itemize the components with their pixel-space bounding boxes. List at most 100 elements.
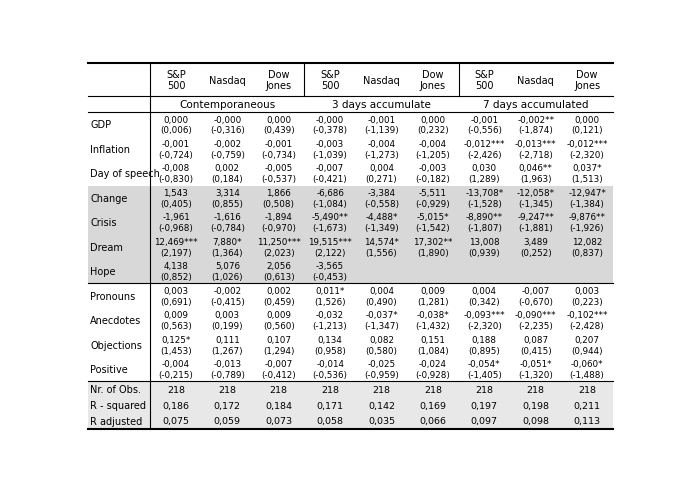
Text: 0,066: 0,066 <box>419 417 447 425</box>
Text: 0,058: 0,058 <box>316 417 344 425</box>
Text: (-1,881): (-1,881) <box>518 224 553 233</box>
Text: Crisis: Crisis <box>90 218 117 228</box>
Text: -0,000: -0,000 <box>316 115 344 124</box>
Text: (-0,453): (-0,453) <box>312 272 348 282</box>
Text: -0,013***: -0,013*** <box>515 140 557 149</box>
Text: Hope: Hope <box>90 267 115 277</box>
Text: -0,012***: -0,012*** <box>464 140 505 149</box>
Text: 0,087: 0,087 <box>523 335 548 344</box>
Text: -6,686: -6,686 <box>316 189 344 197</box>
Text: (-0,556): (-0,556) <box>466 126 502 135</box>
Text: (0,855): (0,855) <box>211 199 243 208</box>
Text: (0,459): (0,459) <box>263 297 295 306</box>
Text: 0,125*: 0,125* <box>161 335 191 344</box>
Text: 0,142: 0,142 <box>368 401 395 410</box>
Text: (0,563): (0,563) <box>160 321 192 331</box>
Text: 0,169: 0,169 <box>419 401 447 410</box>
Text: -1,894: -1,894 <box>265 213 293 222</box>
Bar <box>88 259 612 284</box>
Text: Change: Change <box>90 194 128 203</box>
Text: (0,232): (0,232) <box>417 126 449 135</box>
Text: Dream: Dream <box>90 242 123 252</box>
Text: (-1,542): (-1,542) <box>415 224 450 233</box>
Text: 0,003: 0,003 <box>164 286 188 295</box>
Text: 0,171: 0,171 <box>316 401 344 410</box>
Text: (-0,959): (-0,959) <box>364 370 399 379</box>
Text: (1,364): (1,364) <box>211 248 243 257</box>
Text: (1,453): (1,453) <box>160 346 192 355</box>
Text: 0,000: 0,000 <box>266 115 291 124</box>
Text: S&P
500: S&P 500 <box>321 70 340 91</box>
Text: (0,560): (0,560) <box>263 321 295 331</box>
Text: (-1,084): (-1,084) <box>312 199 348 208</box>
Text: -9,876**: -9,876** <box>569 213 606 222</box>
Text: -4,488*: -4,488* <box>366 213 398 222</box>
Text: (0,895): (0,895) <box>469 346 500 355</box>
Text: 3,314: 3,314 <box>215 189 240 197</box>
Text: (-1,320): (-1,320) <box>518 370 553 379</box>
Text: 0,000: 0,000 <box>420 115 445 124</box>
Text: Pronouns: Pronouns <box>90 291 135 301</box>
Text: (-2,320): (-2,320) <box>467 321 502 331</box>
Text: (-0,415): (-0,415) <box>210 297 245 306</box>
Text: 7 days accumulated: 7 days accumulated <box>483 100 589 110</box>
Text: -0,013: -0,013 <box>213 360 241 368</box>
Text: (1,890): (1,890) <box>417 248 449 257</box>
Text: -0,007: -0,007 <box>522 286 550 295</box>
Text: 218: 218 <box>527 385 545 394</box>
Text: -13,708*: -13,708* <box>465 189 503 197</box>
Text: (0,405): (0,405) <box>160 199 192 208</box>
Text: -5,490**: -5,490** <box>312 213 349 222</box>
Text: Objections: Objections <box>90 340 142 350</box>
Text: (0,944): (0,944) <box>572 346 603 355</box>
Text: 218: 218 <box>321 385 339 394</box>
Text: (0,508): (0,508) <box>263 199 295 208</box>
Text: 0,207: 0,207 <box>574 335 599 344</box>
Text: 0,003: 0,003 <box>574 286 599 295</box>
Text: (0,439): (0,439) <box>263 126 295 135</box>
Text: 0,004: 0,004 <box>369 164 394 173</box>
Text: -0,012***: -0,012*** <box>566 140 608 149</box>
Text: 0,211: 0,211 <box>574 401 601 410</box>
Text: (2,023): (2,023) <box>263 248 295 257</box>
Text: -3,565: -3,565 <box>316 262 344 271</box>
Text: (-0,968): (-0,968) <box>158 224 194 233</box>
Text: (1,963): (1,963) <box>520 175 552 184</box>
Text: -0,007: -0,007 <box>316 164 344 173</box>
Text: 0,111: 0,111 <box>215 335 239 344</box>
Text: 3 days accumulate: 3 days accumulate <box>332 100 431 110</box>
Text: 12,082: 12,082 <box>572 238 602 246</box>
Text: -0,037*: -0,037* <box>365 311 398 319</box>
Text: 218: 218 <box>167 385 185 394</box>
Text: 0,004: 0,004 <box>369 286 394 295</box>
Text: 0,046**: 0,046** <box>519 164 552 173</box>
Text: (-2,426): (-2,426) <box>467 151 501 159</box>
Text: -5,015*: -5,015* <box>417 213 449 222</box>
Text: 0,003: 0,003 <box>215 311 240 319</box>
Text: -0,004: -0,004 <box>419 140 447 149</box>
Text: (-0,724): (-0,724) <box>158 151 194 159</box>
Text: (-0,536): (-0,536) <box>312 370 348 379</box>
Text: (0,490): (0,490) <box>366 297 398 306</box>
Bar <box>88 186 612 211</box>
Text: (-1,349): (-1,349) <box>364 224 399 233</box>
Text: -8,890**: -8,890** <box>466 213 503 222</box>
Text: 0,009: 0,009 <box>164 311 188 319</box>
Text: (0,223): (0,223) <box>571 297 603 306</box>
Text: 0,198: 0,198 <box>522 401 549 410</box>
Text: (1,281): (1,281) <box>417 297 449 306</box>
Text: (-0,182): (-0,182) <box>415 175 450 184</box>
Text: 0,011*: 0,011* <box>316 286 345 295</box>
Text: -0,004: -0,004 <box>162 360 190 368</box>
Text: (0,342): (0,342) <box>469 297 500 306</box>
Text: Nasdaq: Nasdaq <box>209 76 246 85</box>
Text: (-1,039): (-1,039) <box>312 151 348 159</box>
Text: -0,003: -0,003 <box>419 164 447 173</box>
Text: 0,000: 0,000 <box>164 115 188 124</box>
Text: 218: 218 <box>424 385 442 394</box>
Bar <box>88 211 612 235</box>
Text: -0,005: -0,005 <box>265 164 293 173</box>
Text: (-1,205): (-1,205) <box>415 151 450 159</box>
Text: 0,107: 0,107 <box>266 335 291 344</box>
Text: (0,199): (0,199) <box>211 321 243 331</box>
